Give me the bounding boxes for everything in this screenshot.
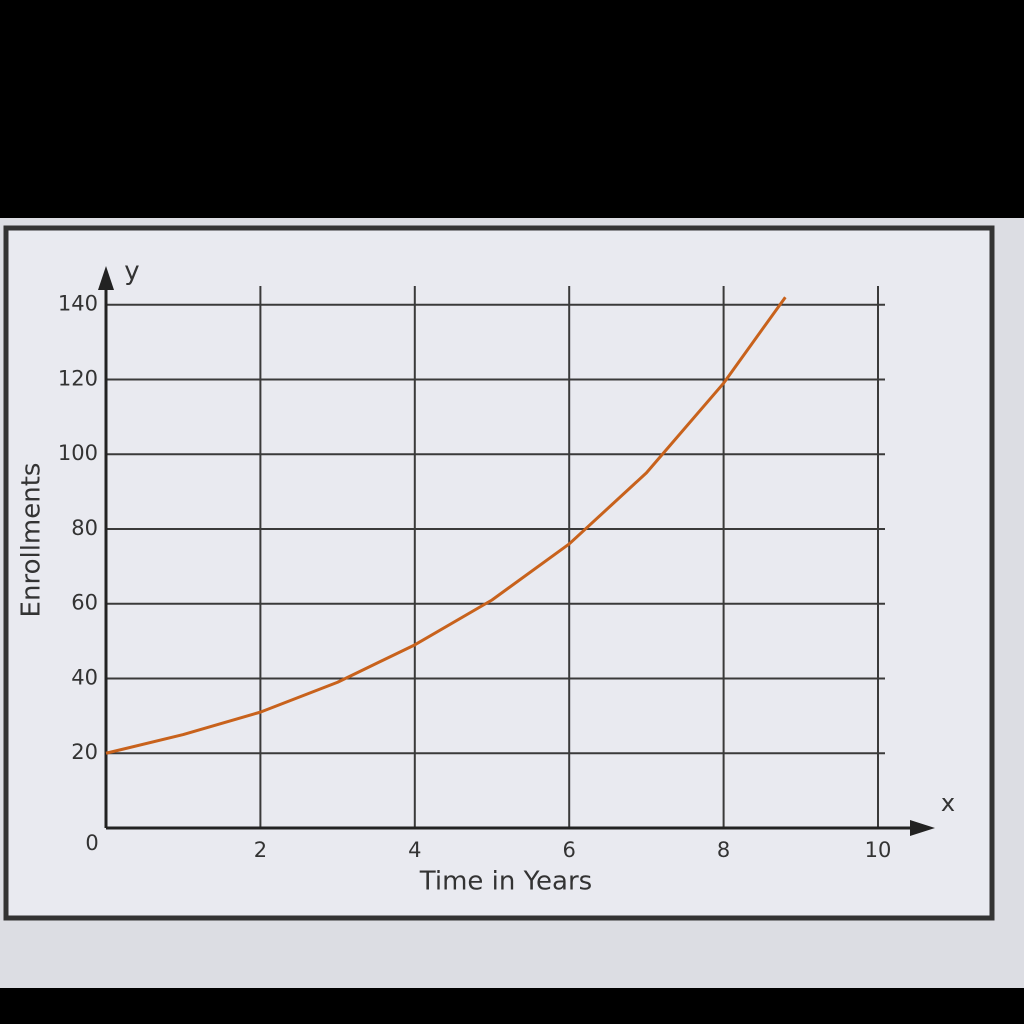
x-tick-label: 4 bbox=[408, 838, 421, 862]
line-series bbox=[105, 296, 787, 755]
y-tick-label: 80 bbox=[71, 516, 98, 540]
y-tick-label: 100 bbox=[58, 441, 98, 465]
x-tick-label: 8 bbox=[717, 838, 730, 862]
y-axis-arrow bbox=[98, 266, 114, 290]
x-axis-arrow bbox=[910, 820, 935, 836]
origin-label: 0 bbox=[85, 831, 98, 855]
y-tick-label: 120 bbox=[58, 366, 98, 390]
x-tick-label: 6 bbox=[563, 838, 576, 862]
y-tick-label: 20 bbox=[71, 740, 98, 764]
y-axis-symbol: y bbox=[124, 257, 139, 287]
y-tick-label: 140 bbox=[58, 292, 98, 316]
x-axis-symbol: x bbox=[941, 789, 955, 817]
x-tick-label: 2 bbox=[254, 838, 267, 862]
x-tick-label: 10 bbox=[865, 838, 892, 862]
y-tick-label: 60 bbox=[71, 591, 98, 615]
x-axis-title: Time in Years bbox=[419, 867, 592, 897]
y-tick-label: 40 bbox=[71, 665, 98, 689]
chart-panel bbox=[3, 225, 995, 921]
y-axis-title: Enrollments bbox=[17, 463, 47, 618]
